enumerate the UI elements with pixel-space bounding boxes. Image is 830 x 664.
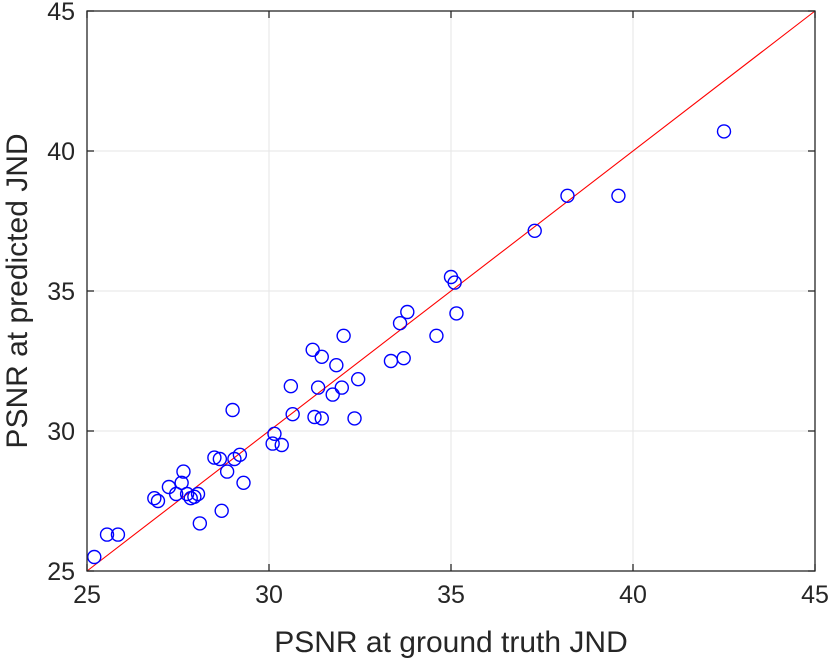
- data-point: [99, 527, 115, 542]
- data-point: [219, 464, 235, 479]
- data-point: [232, 447, 248, 462]
- y-tick-label: 35: [47, 278, 75, 306]
- data-point: [527, 223, 542, 239]
- x-tick-label: 25: [73, 581, 101, 609]
- data-point: [174, 475, 189, 490]
- data-point: [265, 436, 280, 451]
- data-point: [334, 380, 349, 395]
- data-point: [150, 493, 166, 509]
- data-point: [179, 486, 195, 502]
- data-point: [400, 304, 415, 320]
- data-point: [310, 380, 326, 395]
- data-point: [347, 411, 362, 426]
- y-tick-labels: 25 30 35 40 45: [47, 0, 75, 586]
- x-tick-label: 30: [255, 581, 283, 609]
- y-tick-label: 30: [47, 418, 75, 446]
- data-point: [274, 437, 289, 453]
- data-point: [283, 379, 299, 394]
- data-point: [307, 409, 322, 425]
- y-tick-label: 25: [47, 558, 75, 586]
- data-point: [110, 527, 126, 542]
- data-point: [190, 486, 206, 502]
- y-tick-label: 40: [47, 138, 75, 166]
- data-point: [449, 306, 464, 321]
- x-axis-label: PSNR at ground truth JND: [274, 626, 627, 659]
- y-axis-label: PSNR at predicted JND: [1, 133, 34, 448]
- data-point: [214, 503, 229, 518]
- data-point: [87, 549, 102, 565]
- data-point: [285, 407, 300, 422]
- data-point: [168, 486, 184, 502]
- data-points: [87, 124, 732, 565]
- data-point: [716, 124, 732, 139]
- data-point: [212, 451, 228, 467]
- data-point: [325, 387, 340, 402]
- data-point: [207, 450, 222, 465]
- data-point: [396, 351, 411, 366]
- x-tick-label: 45: [801, 581, 829, 609]
- data-point: [560, 188, 575, 204]
- data-point: [336, 328, 351, 343]
- data-point: [192, 516, 208, 531]
- data-point: [147, 491, 162, 506]
- data-point: [236, 475, 251, 490]
- reference-line: [86, 10, 816, 572]
- data-point: [225, 402, 240, 418]
- data-point: [611, 188, 626, 204]
- data-point: [350, 372, 366, 387]
- data-point: [314, 349, 329, 364]
- data-point: [429, 328, 444, 343]
- data-point: [305, 342, 320, 357]
- data-point: [329, 358, 344, 373]
- x-tick-label: 40: [619, 581, 647, 609]
- x-tick-labels: 25 30 35 40 45: [73, 581, 829, 609]
- data-point: [392, 316, 408, 331]
- y-tick-label: 45: [47, 0, 75, 26]
- tick-marks: [86, 10, 816, 572]
- data-point: [187, 489, 202, 504]
- data-point: [447, 275, 462, 290]
- data-point: [314, 411, 329, 426]
- x-tick-label: 35: [437, 581, 465, 609]
- data-point: [267, 426, 282, 441]
- data-point: [176, 464, 191, 479]
